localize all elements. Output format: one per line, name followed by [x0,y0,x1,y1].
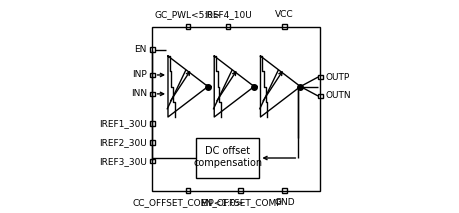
Text: GC_PWL<5:0>: GC_PWL<5:0> [154,10,221,19]
Bar [317,94,322,98]
Bar [185,188,190,193]
Text: DC offset: DC offset [205,146,250,156]
Text: IREF4_10U: IREF4_10U [204,10,251,19]
Text: VCC: VCC [275,10,293,19]
Text: OUTP: OUTP [325,73,349,82]
Text: IREF2_30U: IREF2_30U [99,138,146,147]
Text: OUTN: OUTN [325,92,351,101]
Text: EN: EN [134,45,146,54]
Bar [225,24,230,29]
Bar [317,75,322,79]
Text: compensation: compensation [193,158,262,168]
Text: IREF3_30U: IREF3_30U [99,157,146,166]
Bar [150,47,154,52]
Bar [282,188,286,193]
Bar [150,92,154,96]
Bar [150,140,154,145]
Bar [238,188,242,193]
Bar [185,24,190,29]
Text: INP: INP [132,71,146,79]
Bar [150,73,154,77]
Text: INN: INN [130,89,146,98]
Text: CC_OFFSET_COMP<1:0>: CC_OFFSET_COMP<1:0> [132,198,243,207]
Bar [150,121,154,126]
Text: EN_OFFSET_COMP: EN_OFFSET_COMP [199,198,281,207]
Text: IREF1_30U: IREF1_30U [99,119,146,128]
Text: GND: GND [274,198,294,207]
Bar [150,159,154,163]
Bar [196,138,259,178]
Bar [152,27,320,191]
Bar [282,24,286,29]
